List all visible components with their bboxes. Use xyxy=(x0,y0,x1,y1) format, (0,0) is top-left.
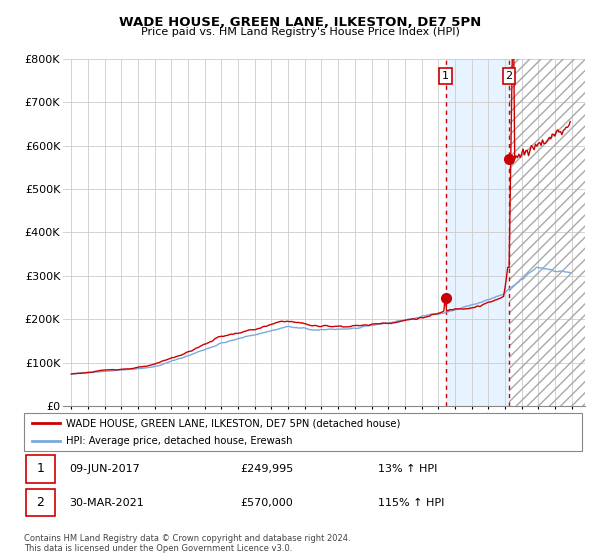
Bar xyxy=(509,59,593,406)
Text: 30-MAR-2021: 30-MAR-2021 xyxy=(69,498,144,507)
Text: 09-JUN-2017: 09-JUN-2017 xyxy=(69,464,140,474)
Text: 2: 2 xyxy=(506,71,512,81)
Text: £249,995: £249,995 xyxy=(240,464,293,474)
Text: Price paid vs. HM Land Registry's House Price Index (HPI): Price paid vs. HM Land Registry's House … xyxy=(140,27,460,37)
Bar xyxy=(509,59,600,406)
Text: 1: 1 xyxy=(442,71,449,81)
Text: WADE HOUSE, GREEN LANE, ILKESTON, DE7 5PN: WADE HOUSE, GREEN LANE, ILKESTON, DE7 5P… xyxy=(119,16,481,29)
Text: WADE HOUSE, GREEN LANE, ILKESTON, DE7 5PN (detached house): WADE HOUSE, GREEN LANE, ILKESTON, DE7 5P… xyxy=(66,418,400,428)
Text: HPI: Average price, detached house, Erewash: HPI: Average price, detached house, Erew… xyxy=(66,436,292,446)
Text: Contains HM Land Registry data © Crown copyright and database right 2024.
This d: Contains HM Land Registry data © Crown c… xyxy=(24,534,350,553)
Bar xyxy=(446,59,509,406)
Text: 1: 1 xyxy=(37,463,44,475)
Text: 115% ↑ HPI: 115% ↑ HPI xyxy=(378,498,445,507)
Text: 13% ↑ HPI: 13% ↑ HPI xyxy=(378,464,437,474)
Text: £570,000: £570,000 xyxy=(240,498,293,507)
Bar xyxy=(509,59,593,406)
Text: 2: 2 xyxy=(37,496,44,509)
